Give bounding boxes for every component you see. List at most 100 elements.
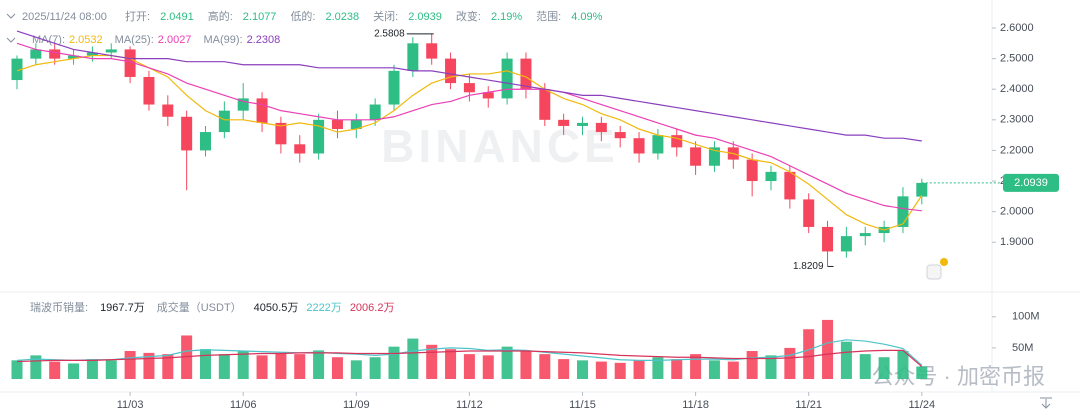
candle-body — [916, 182, 928, 197]
high-annotation: 2.5808 — [374, 29, 405, 40]
volume-bar — [784, 347, 796, 379]
volume-legend-value: 2222万 — [306, 302, 341, 314]
x-tick-label: 11/24 — [908, 399, 935, 411]
volume-bar — [671, 359, 683, 379]
ma-line — [16, 54, 923, 231]
candle-body — [577, 122, 588, 126]
candle-body — [633, 138, 645, 154]
volume-bar — [614, 362, 626, 379]
candle-body — [708, 147, 720, 166]
candle-body — [388, 70, 400, 105]
x-tick-label: 11/12 — [456, 399, 483, 411]
candle-body — [11, 58, 23, 81]
volume-bar — [633, 360, 645, 379]
candle-body — [331, 119, 343, 130]
volume-bar — [539, 354, 551, 379]
candle-body — [105, 49, 117, 53]
volume-bar — [162, 354, 174, 379]
y-tick-label: 2.6000 — [1000, 22, 1034, 34]
candle-body — [822, 226, 834, 252]
x-tick-label: 11/15 — [569, 399, 596, 411]
volume-bar — [426, 344, 438, 379]
stat-value: 2.1077 — [243, 11, 277, 23]
volume-bar — [388, 346, 400, 379]
volume-bar — [577, 360, 588, 379]
candle-body — [840, 236, 852, 252]
candle-body — [595, 122, 607, 133]
candle-body — [350, 119, 362, 130]
volume-bar — [294, 354, 306, 379]
volume-bar — [897, 351, 909, 379]
reset-icon[interactable] — [1040, 397, 1052, 409]
volume-bar — [331, 357, 343, 379]
stat-label: 关闭: — [373, 9, 398, 23]
volume-bar — [237, 351, 249, 379]
candle-body — [803, 199, 815, 227]
volume-tick-label: 100M — [1012, 311, 1040, 323]
volume-bar — [143, 352, 155, 379]
volume-bar — [822, 319, 834, 379]
stat-value: 2.0238 — [326, 11, 360, 23]
candle-body — [426, 43, 438, 59]
volume-bar — [765, 355, 777, 379]
collapse-icon — [6, 13, 16, 19]
stat-value: 4.09% — [571, 11, 602, 23]
volume-bar — [86, 359, 98, 379]
legend: 2025/11/24 08:00 打开: 2.0491 高的: 2.1077 低的: 2.0… — [6, 9, 603, 314]
volume-bar — [181, 335, 193, 379]
x-tick-label: 11/09 — [343, 399, 370, 411]
candle-body — [143, 76, 155, 105]
y-tick-label: 2.4000 — [1000, 83, 1034, 95]
volume-legend-text: 4050.5万 — [254, 302, 299, 314]
candle-body — [652, 135, 664, 154]
volume-legend-text: 成交量（USDT） — [157, 300, 242, 314]
volume-bar — [49, 361, 61, 379]
y-tick-label: 2.3000 — [1000, 114, 1034, 126]
volume-bar — [30, 355, 42, 379]
stat-label: 范围: — [536, 9, 561, 23]
volume-bar — [369, 357, 381, 379]
watermark: BINANCE — [381, 120, 619, 172]
candle-body — [746, 159, 758, 182]
candle-body — [501, 58, 513, 99]
datetime: 2025/11/24 08:00 — [22, 11, 107, 23]
x-tick-label: 11/18 — [682, 399, 709, 411]
volume-bar — [11, 360, 23, 379]
volume-bar — [878, 357, 890, 379]
candle-body — [313, 119, 325, 154]
volume-bar — [708, 360, 720, 379]
candle-body — [30, 49, 42, 59]
candle-body — [520, 58, 532, 90]
stat-value: 2.0491 — [160, 11, 194, 23]
volume-bar — [463, 354, 475, 379]
candle-body — [463, 83, 475, 93]
volume-bar — [275, 352, 287, 379]
volume-bar — [445, 349, 457, 379]
y-tick-label: 1.9000 — [1000, 236, 1034, 248]
candle-body — [445, 58, 457, 84]
collapse-icon — [6, 37, 16, 43]
candle-body — [294, 144, 306, 154]
y-tick-label: 2.2000 — [1000, 144, 1034, 156]
legend-label: MA(99): — [203, 34, 242, 46]
candle-body — [539, 89, 551, 120]
candle-body — [765, 171, 777, 182]
x-tick-label: 11/21 — [795, 399, 822, 411]
volume-bar — [520, 351, 532, 379]
volume-tick-label: 50M — [1012, 342, 1033, 354]
volume-ma-line — [16, 349, 923, 367]
note-icon[interactable] — [926, 264, 942, 280]
ma-line — [16, 42, 922, 212]
candle-body — [162, 104, 174, 117]
stat-value: 2.0939 — [408, 11, 442, 23]
volume-bar — [746, 351, 758, 379]
volume-bar — [68, 363, 80, 379]
stat-label: 高的: — [208, 9, 233, 23]
volume-bar — [407, 338, 419, 379]
volume-legend-value: 2006.2万 — [350, 302, 395, 314]
y-tick-label: 2.0000 — [1000, 206, 1034, 218]
volume-bar — [859, 354, 871, 379]
volume-bar — [313, 350, 325, 379]
candle-body — [275, 122, 287, 145]
stat-value: 2.19% — [491, 11, 522, 23]
